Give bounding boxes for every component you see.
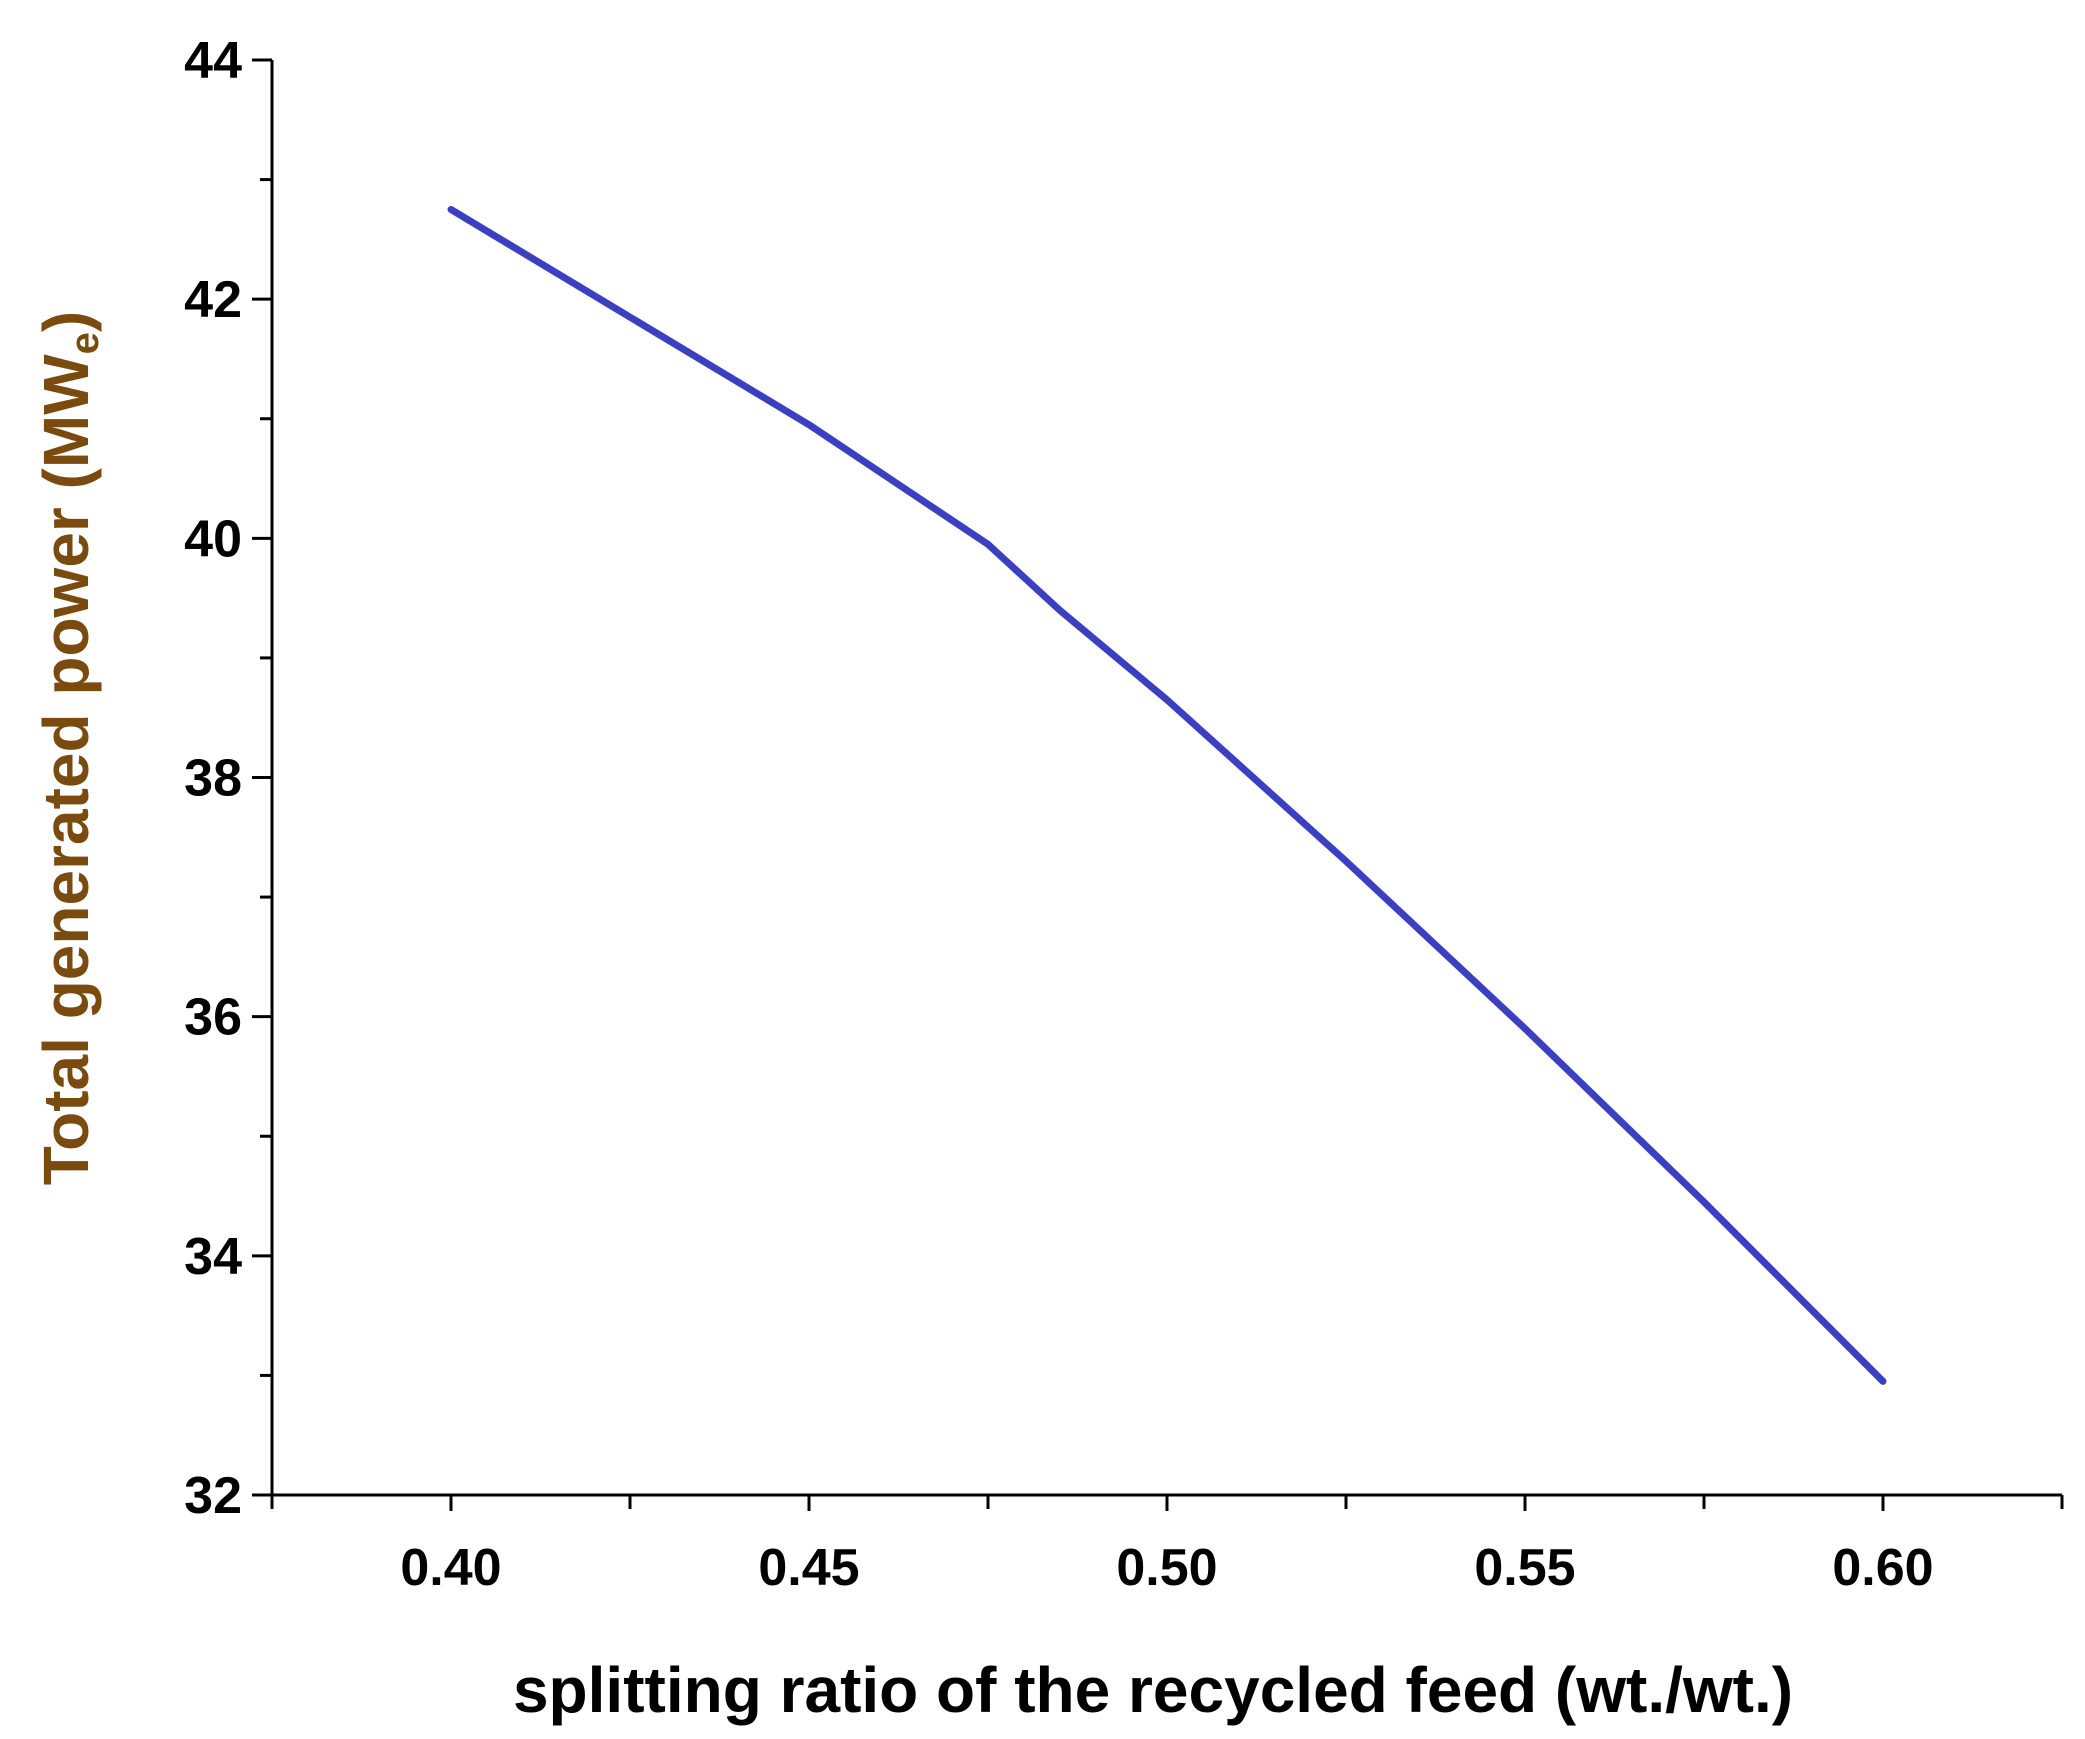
- y-tick-label: 34: [184, 1228, 242, 1286]
- y-axis-title-subscript: e: [63, 332, 107, 354]
- y-axis-ticks: 32 34 36 38 40 42 44: [184, 32, 272, 1525]
- y-axis-title-main: Total generated power (MW: [30, 354, 102, 1185]
- x-axis-title: splitting ratio of the recycled feed (wt…: [513, 1654, 1793, 1726]
- x-tick-label: 0.55: [1474, 1539, 1575, 1597]
- y-tick-label: 42: [184, 271, 242, 329]
- x-tick-label: 0.40: [400, 1539, 501, 1597]
- x-tick-label: 0.50: [1116, 1539, 1217, 1597]
- y-axis-title: Total generated power (MWe): [30, 311, 107, 1185]
- y-tick-label: 40: [184, 510, 242, 568]
- series-line: [447, 206, 1887, 1385]
- y-tick-label: 32: [184, 1467, 242, 1525]
- axes: [270, 60, 2062, 1497]
- x-tick-label: 0.45: [758, 1539, 859, 1597]
- y-tick-label: 44: [184, 32, 242, 90]
- x-tick-label: 0.60: [1832, 1539, 1933, 1597]
- y-tick-label: 36: [184, 989, 242, 1047]
- y-axis-title-close: ): [30, 311, 102, 332]
- y-tick-label: 38: [184, 750, 242, 808]
- x-axis-ticks: 0.40 0.45 0.50 0.55 0.60: [270, 1495, 2064, 1597]
- series-layer: [447, 206, 1887, 1385]
